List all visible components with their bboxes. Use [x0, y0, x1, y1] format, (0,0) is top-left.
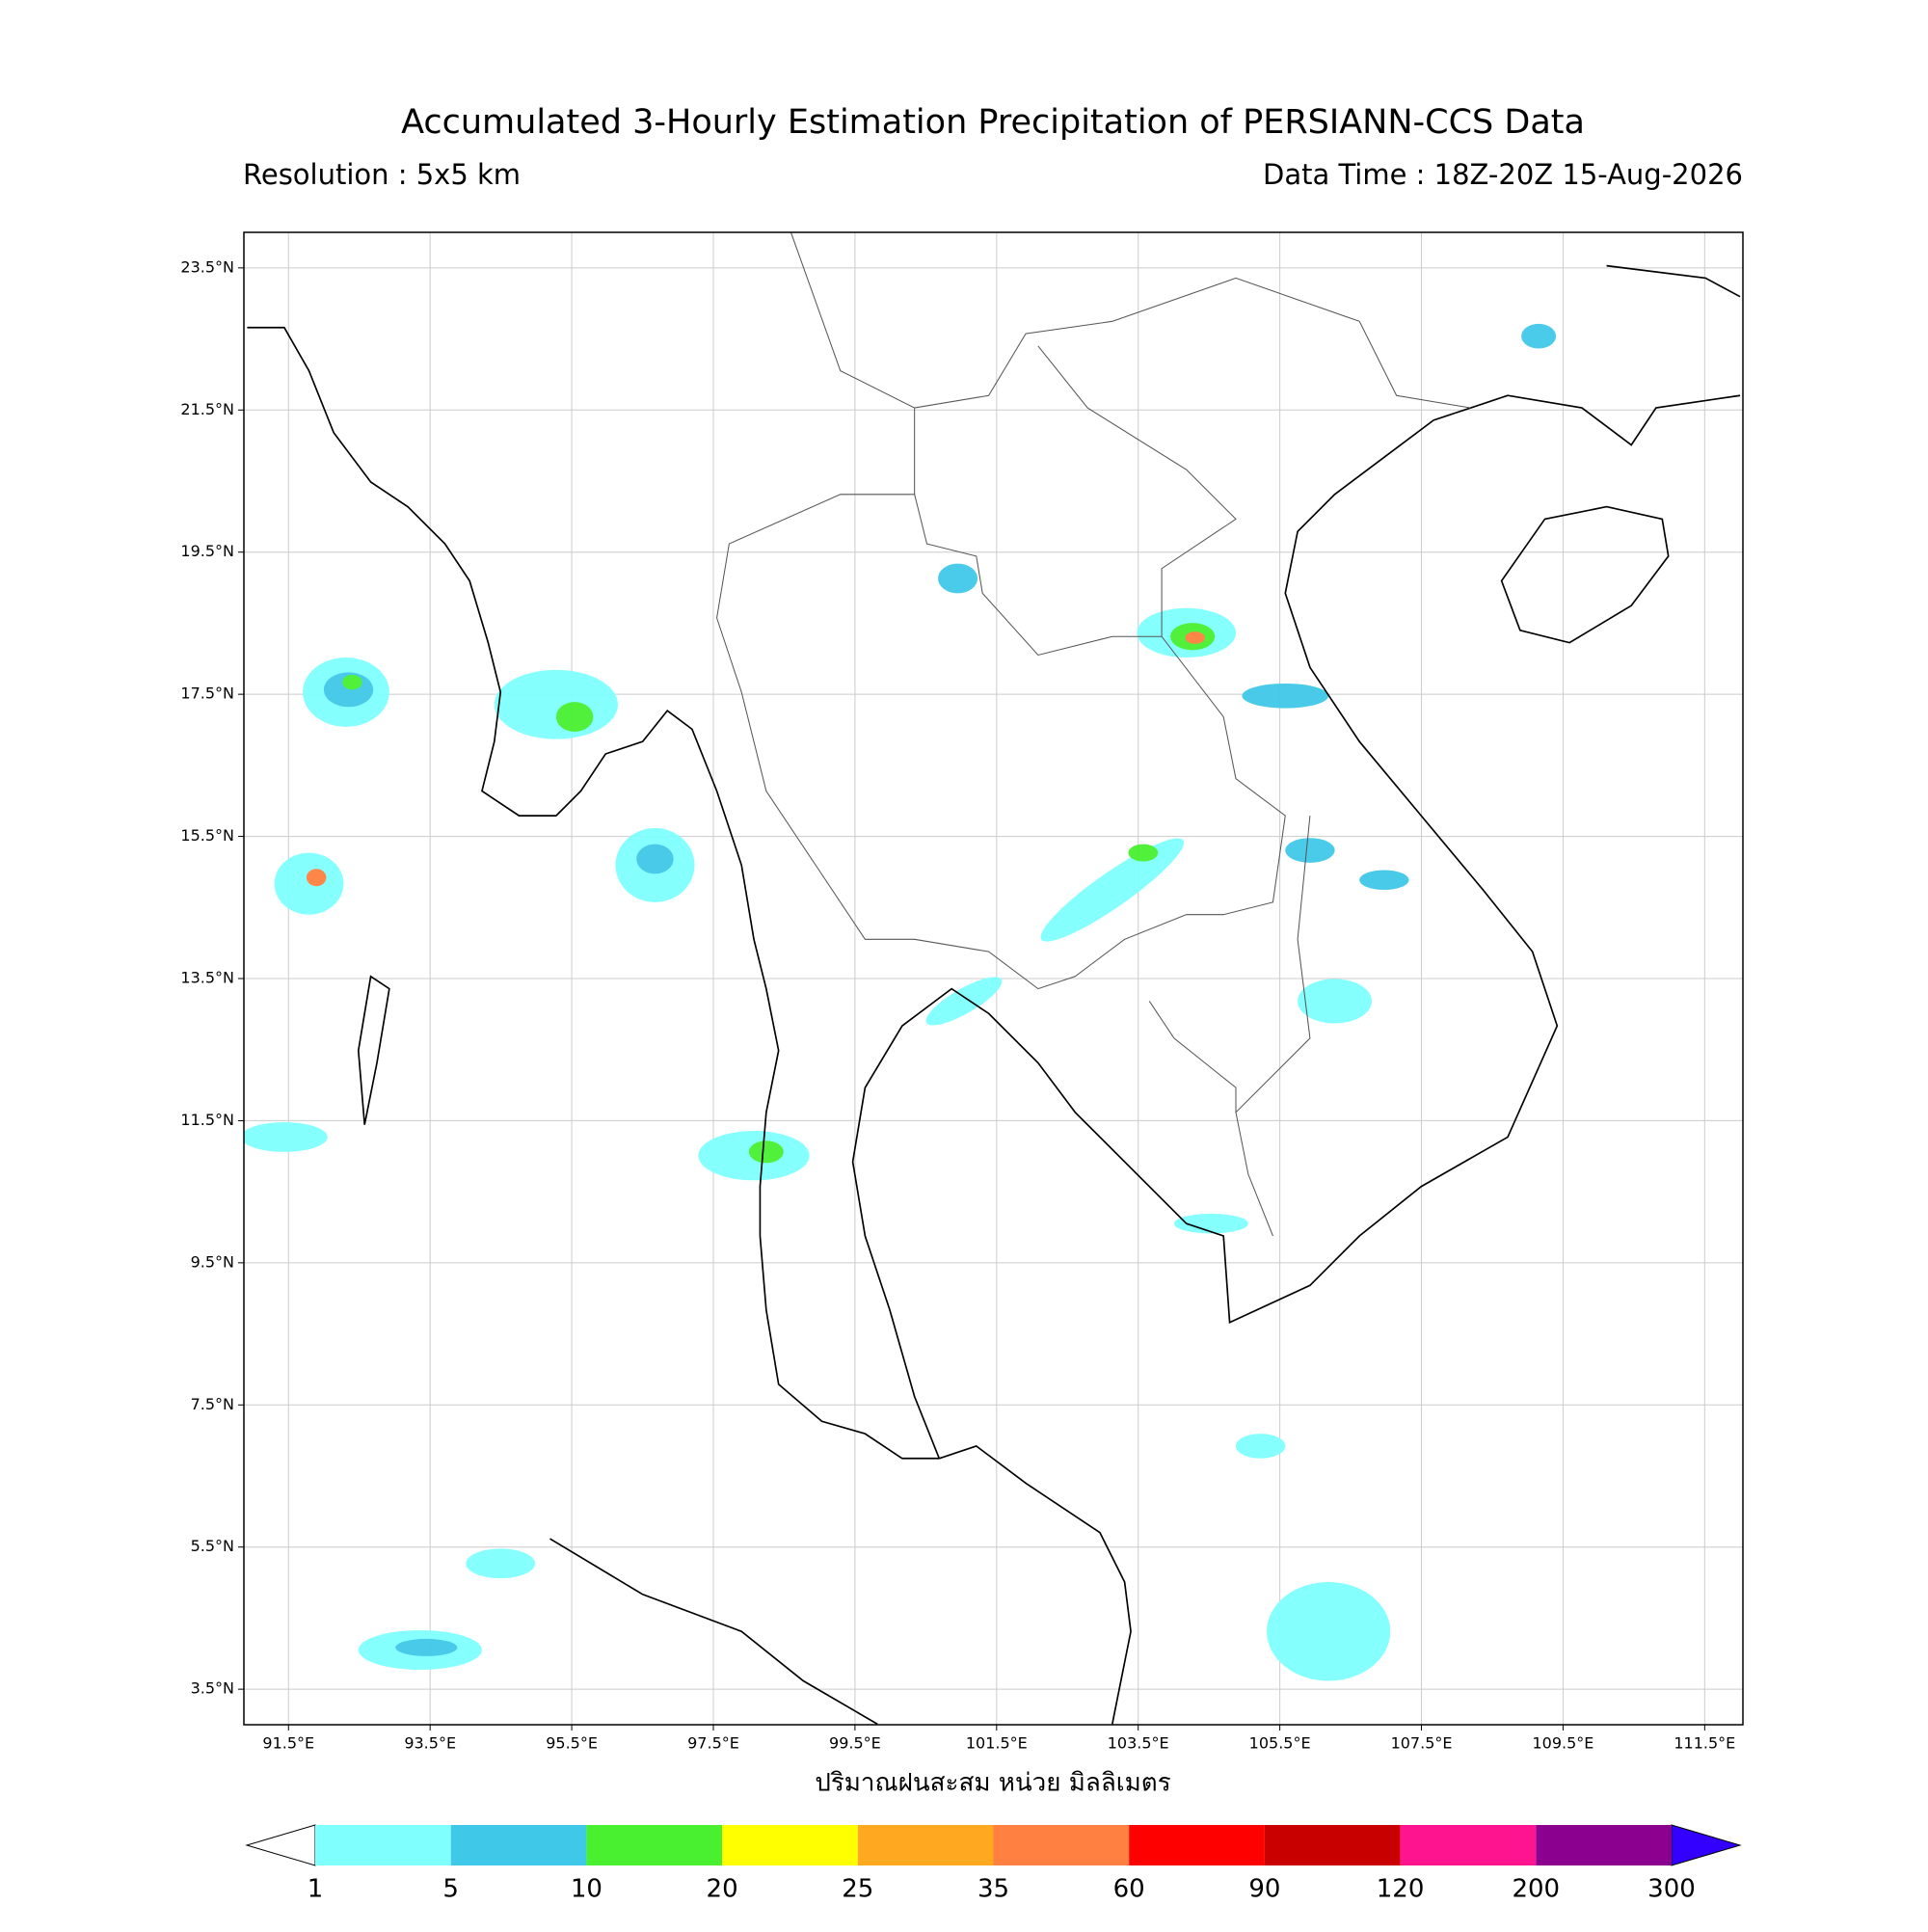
rain-cell — [1359, 870, 1409, 891]
resolution: Resolution : 5x5 km — [243, 158, 521, 191]
y-tick-label: 9.5°N — [191, 1252, 234, 1271]
colorbar-label: 200 — [1512, 1875, 1560, 1904]
data-time: Data Time : 18Z-20Z 15-Aug-2026 — [1263, 158, 1743, 191]
rain-cell — [1267, 1581, 1391, 1681]
rain-cell — [1298, 979, 1373, 1024]
colorbar-segment — [1536, 1825, 1672, 1865]
x-tick-label: 95.5°E — [546, 1734, 598, 1753]
colorbar-label: 5 — [442, 1875, 459, 1904]
rain-cell — [1128, 844, 1159, 862]
rain-cell — [1242, 683, 1329, 709]
rain-cell — [244, 1122, 328, 1152]
x-tick-label: 111.5°E — [1674, 1734, 1735, 1753]
colorbar-label: 1 — [308, 1875, 324, 1904]
ticks: 91.5°E 93.5°E 95.5°E 97.5°E 99.5°E 101.5°E 103… — [180, 257, 1735, 1752]
rain-cell — [748, 1140, 784, 1164]
x-tick-label: 93.5°E — [404, 1734, 456, 1753]
rain-cell — [306, 869, 327, 887]
rain-cell — [1040, 838, 1185, 942]
rain-cell — [1521, 323, 1557, 349]
rain-cell — [342, 674, 362, 690]
colorbar-segment — [857, 1825, 994, 1865]
y-tick-label: 19.5°N — [180, 542, 234, 560]
y-tick-label: 17.5°N — [180, 684, 234, 703]
x-tick-label: 105.5°E — [1249, 1734, 1311, 1753]
y-tick-label: 7.5°N — [191, 1395, 234, 1413]
colorbar-label: 20 — [707, 1875, 738, 1904]
rain-cell — [1285, 838, 1335, 863]
colorbar-segment — [1400, 1825, 1537, 1865]
colorbar-label: 10 — [571, 1875, 602, 1904]
coastlines — [247, 232, 1741, 1725]
colorbar-over — [1671, 1824, 1742, 1866]
colorbar-segment — [722, 1825, 858, 1865]
colorbar-under — [245, 1824, 316, 1866]
x-tick-label: 109.5°E — [1532, 1734, 1593, 1753]
rain-cell — [1185, 631, 1205, 644]
thailand-border — [716, 494, 1286, 990]
y-tick-label: 23.5°N — [180, 257, 234, 276]
colorbar-label: 300 — [1647, 1875, 1696, 1904]
y-tick-label: 13.5°N — [180, 969, 234, 987]
colorbar-label: 60 — [1113, 1875, 1145, 1904]
y-tick-label: 21.5°N — [180, 400, 234, 418]
colorbar-segment — [993, 1825, 1130, 1865]
colorbar-label: 35 — [977, 1875, 1009, 1904]
rain-cell — [636, 844, 674, 874]
rain-cell — [925, 977, 1003, 1026]
map-layer — [244, 232, 1741, 1725]
coastline — [851, 394, 1741, 1460]
colorbar-label: 90 — [1248, 1875, 1280, 1904]
colorbar-segment — [315, 1825, 451, 1865]
rain — [244, 323, 1557, 1681]
colorbar-label: 25 — [842, 1875, 873, 1904]
y-tick-label: 11.5°N — [180, 1111, 234, 1129]
rain-cell — [395, 1638, 458, 1656]
rain-cell — [1236, 1434, 1286, 1459]
hainan — [1500, 505, 1670, 644]
border — [790, 232, 1471, 1237]
x-tick-label: 91.5°E — [262, 1734, 314, 1753]
rain-cell — [494, 669, 619, 739]
colorbar-segment — [450, 1825, 587, 1865]
colorbar-segment — [1129, 1825, 1265, 1865]
x-label: ปริมาณฝนสะสม หน่วย มิลลิเมตร — [815, 1769, 1170, 1798]
coastline — [247, 326, 1132, 1725]
rain-cell — [1173, 1213, 1248, 1234]
rain-cell — [274, 852, 344, 915]
colorbar: 1 5 10 20 25 35 60 90 120 200 300 — [245, 1824, 1742, 1904]
coastline — [1606, 264, 1741, 298]
colorbar-segment — [586, 1825, 723, 1865]
y-tick-label: 3.5°N — [191, 1679, 234, 1698]
x-tick-label: 101.5°E — [966, 1734, 1028, 1753]
rain-cell — [555, 702, 594, 732]
grid — [244, 232, 1743, 1725]
andaman — [357, 975, 390, 1125]
x-tick-label: 107.5°E — [1391, 1734, 1453, 1753]
title: Accumulated 3-Hourly Estimation Precipit… — [401, 103, 1585, 142]
rain-cell — [938, 563, 978, 594]
colorbar-label: 120 — [1377, 1875, 1425, 1904]
x-tick-label: 99.5°E — [829, 1734, 881, 1753]
sumatra — [549, 1538, 878, 1725]
y-tick-label: 5.5°N — [191, 1537, 234, 1555]
x-tick-label: 97.5°E — [687, 1734, 739, 1753]
y-tick-label: 15.5°N — [180, 826, 234, 845]
rain-cell — [466, 1548, 536, 1579]
x-tick-label: 103.5°E — [1108, 1734, 1169, 1753]
colorbar-segment — [1264, 1825, 1401, 1865]
